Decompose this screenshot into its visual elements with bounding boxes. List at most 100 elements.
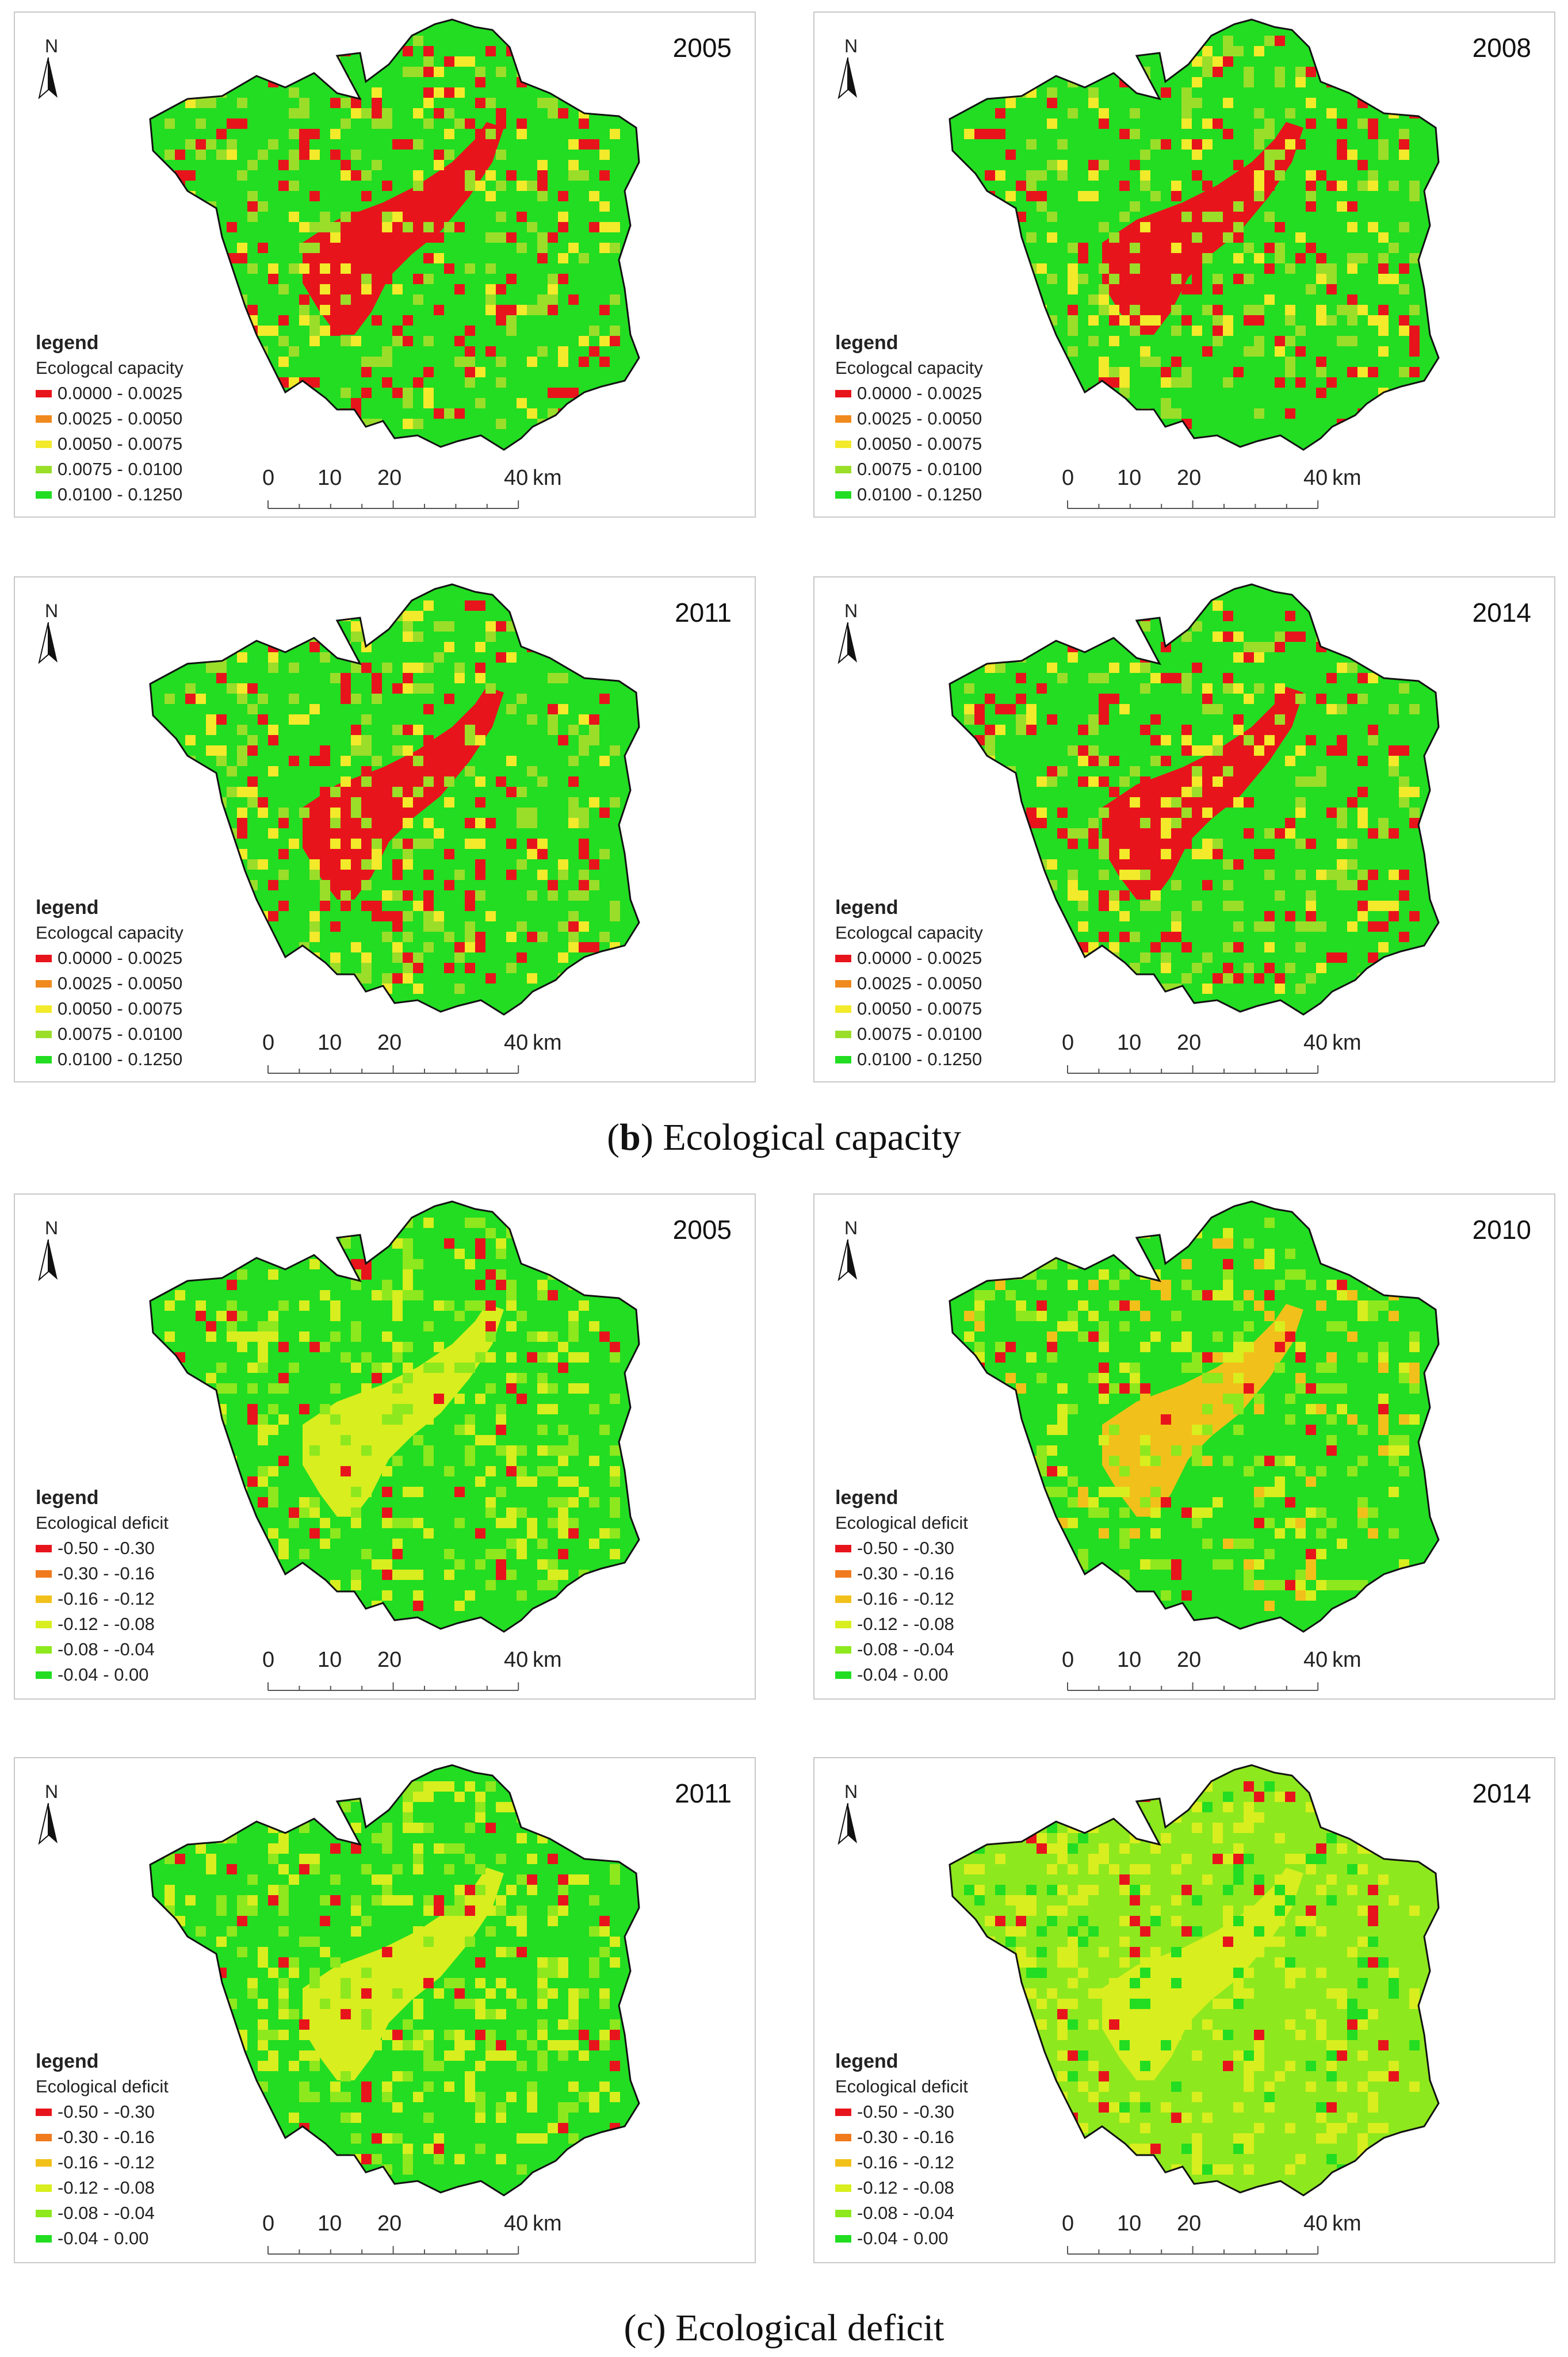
map-cell [1026,1968,1037,1978]
map-cell [1213,745,1223,756]
map-cell [185,735,196,745]
map-cell [1368,1957,1378,1968]
scale-unit: km [533,2211,562,2236]
map-cell [258,1802,268,1812]
map-cell [1161,735,1171,745]
map-cell [1213,2164,1223,2175]
map-cell [1202,305,1213,315]
map-cell [206,2092,216,2102]
map-cell [216,2040,227,2050]
map-cell [382,2092,392,2102]
map-cell [974,797,985,808]
map-cell [1202,984,1213,994]
map-cell [216,129,227,139]
map-cell [1119,129,1130,139]
legend-swatch [835,1544,851,1552]
scale-label: 20 [1177,2211,1202,2236]
map-cell [1037,1373,1047,1383]
map-cell [579,1874,589,1885]
map-cell [548,1290,558,1300]
map-cell [1337,139,1347,150]
map-cell [985,642,995,652]
map-cell [1078,398,1088,408]
map-cell [1005,1539,1016,1549]
map-cell [1244,2081,1254,2092]
map-cell [1068,870,1078,880]
map-cell [258,1331,268,1342]
map-cell [423,901,434,911]
map-cell [558,108,568,118]
map-cell [1378,1238,1389,1249]
map-cell [185,67,196,77]
map-cell [1337,745,1347,756]
map-cell [1306,1906,1316,1916]
map-cell [589,1321,599,1331]
map-cell [1130,160,1140,170]
map-cell [1057,1999,1068,2009]
map-cell [258,808,268,818]
map-cell [579,849,589,859]
map-cell [1171,2081,1181,2092]
legend-label: 0.0100 - 0.1250 [857,484,982,504]
map-cell [517,952,527,963]
map-cell [475,1812,485,1823]
map-cell [1409,1988,1420,1999]
map-cell [1326,621,1337,632]
map-cell [1119,212,1130,222]
map-cell [1389,1590,1399,1601]
map-cell [1099,984,1109,994]
map-cell [1409,1781,1420,1792]
map-cell [465,367,475,377]
map-cell [1368,828,1378,839]
map-cell [485,2030,496,2040]
map-cell [1399,932,1409,942]
north-arrow-icon: N [836,1218,871,1281]
map-cell [1264,150,1275,160]
map-cell [589,859,599,870]
map-cell [1109,377,1119,388]
legend-item: -0.12 - -0.08 [36,2175,169,2201]
map-cell [423,2144,434,2154]
map-cell [1389,1238,1399,1249]
map-cell [1399,67,1409,77]
map-cell [216,274,227,284]
map-cell [382,1280,392,1290]
map-cell [1192,787,1202,797]
map-cell [599,222,610,232]
map-cell [1078,776,1088,787]
map-cell [589,1968,599,1978]
map-cell [289,129,299,139]
map-cell [1037,808,1047,818]
map-cell [1368,2102,1378,2113]
map-cell [444,87,454,98]
map-cell [351,632,361,642]
map-cell [1057,170,1068,181]
map-cell [1202,2019,1213,2030]
legend-swatch [36,1595,52,1603]
map-cell [1016,36,1026,46]
legend-swatch [835,1570,851,1578]
north-arrow-icon: N [37,1218,71,1281]
map-cell [444,1781,454,1792]
map-cell [995,108,1005,118]
map-cell [1037,1843,1047,1854]
map-cell [1119,181,1130,191]
map-cell [1140,170,1150,181]
map-cell [1130,305,1140,315]
map-cell [1026,1311,1037,1321]
north-arrow-icon: N [836,1781,871,1845]
map-cell [206,263,216,274]
map-cell [1202,56,1213,67]
map-cell [392,1311,403,1321]
map-cell [403,890,413,901]
legend-swatch [36,979,52,988]
map-cell [1368,1906,1378,1916]
map-cell [268,326,278,336]
map-cell [1233,921,1244,932]
map-cell [1306,284,1316,294]
map-cell [506,839,517,849]
map-cell [372,2019,382,2030]
map-cell [496,1518,506,1528]
map-cell [1130,263,1140,274]
map-cell [185,1404,196,1414]
